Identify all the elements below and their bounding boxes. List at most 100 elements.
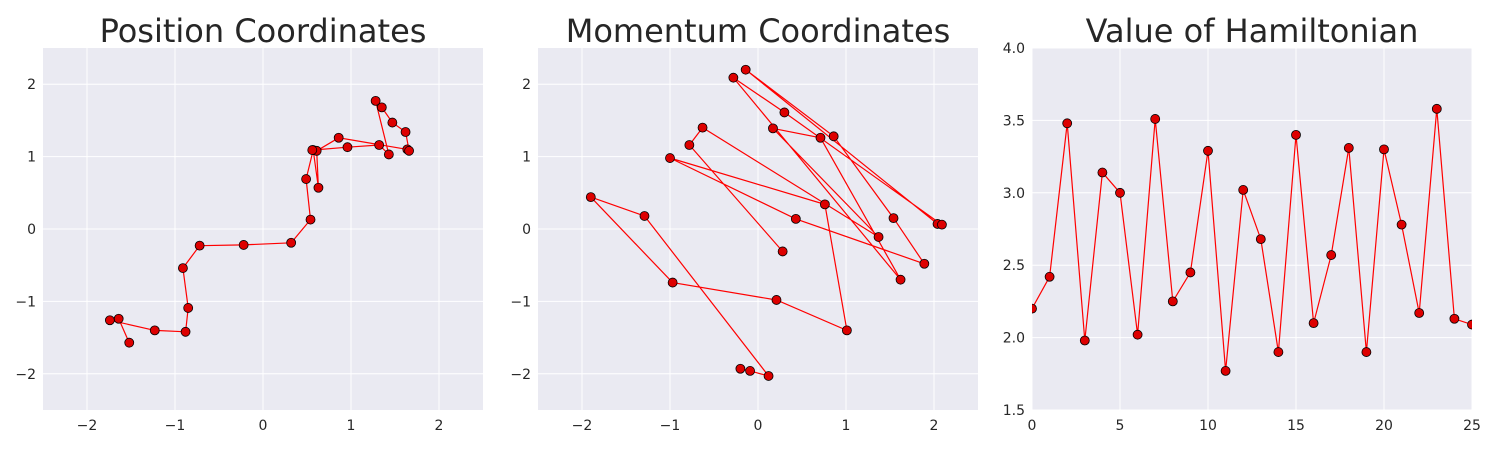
momentum-ytick-label: 0 xyxy=(522,222,531,238)
hamiltonian-data-point xyxy=(1273,347,1284,357)
subplot-position: Position Coordinates −2 −1 0 1 2 −2 −1 0 1 2 xyxy=(15,12,483,434)
momentum-data-point xyxy=(735,363,746,374)
momentum-data-point xyxy=(888,213,899,224)
position-ytick-label: −2 xyxy=(15,367,36,383)
position-data-point xyxy=(383,149,394,160)
position-xtick-label: −1 xyxy=(165,418,186,434)
momentum-ytick-label: 1 xyxy=(522,150,531,166)
momentum-series xyxy=(585,64,947,381)
chart-title-hamiltonian: Value of Hamiltonian xyxy=(1086,12,1419,50)
hamiltonian-data-point xyxy=(1220,366,1231,376)
momentum-data-point xyxy=(740,64,751,75)
momentum-xtick-label: 0 xyxy=(754,418,763,434)
hamiltonian-data-point xyxy=(1115,187,1125,198)
momentum-data-point xyxy=(919,258,930,269)
position-ytick-label: 1 xyxy=(27,150,36,166)
position-data-point xyxy=(180,326,191,337)
position-data-point xyxy=(370,95,381,106)
hamiltonian-ytick-label: 1.5 xyxy=(1003,403,1025,419)
momentum-data-point xyxy=(697,122,708,133)
position-data-point xyxy=(305,214,316,225)
position-data-point xyxy=(404,145,414,156)
hamiltonian-data-point xyxy=(1150,114,1161,124)
momentum-data-point xyxy=(665,153,675,163)
hamiltonian-data-point xyxy=(1132,329,1143,340)
hamiltonian-series xyxy=(1032,103,1472,376)
position-data-point xyxy=(400,127,411,137)
position-data-point xyxy=(342,142,353,153)
hamiltonian-data-point xyxy=(1326,250,1337,260)
position-data-point xyxy=(183,303,194,313)
hamiltonian-data-point xyxy=(1097,167,1108,178)
momentum-data-point xyxy=(639,211,650,221)
hamiltonian-data-point xyxy=(1203,145,1213,156)
hamiltonian-data-point xyxy=(1079,335,1090,346)
hamiltonian-data-point xyxy=(1062,118,1073,129)
chart-title-momentum: Momentum Coordinates xyxy=(566,12,951,50)
momentum-ytick-label: 2 xyxy=(522,77,531,93)
position-data-point xyxy=(313,182,324,193)
plot-area-hamiltonian: 0 5 10 15 20 25 1.5 2.0 2.5 3.0 3.5 4.0 xyxy=(1003,41,1481,434)
momentum-data-point xyxy=(779,107,790,118)
position-data-point xyxy=(149,325,160,336)
hamiltonian-data-point xyxy=(1291,129,1301,140)
momentum-data-point xyxy=(841,325,852,336)
hamiltonian-data-point xyxy=(1379,144,1389,155)
momentum-data-point xyxy=(684,140,695,150)
hamiltonian-data-point xyxy=(1414,308,1425,318)
hamiltonian-xtick-label: 5 xyxy=(1116,418,1125,434)
momentum-xtick-label: 2 xyxy=(930,418,939,434)
hamiltonian-ytick-label: 3.0 xyxy=(1003,186,1025,202)
hamiltonian-plot-background xyxy=(1032,48,1472,410)
hamiltonian-data-point xyxy=(1449,313,1460,324)
hamiltonian-data-point xyxy=(1308,318,1319,329)
position-ytick-label: 2 xyxy=(27,77,36,93)
chart-title-position: Position Coordinates xyxy=(100,12,427,50)
position-xtick-label: 1 xyxy=(347,418,356,434)
position-data-point xyxy=(301,174,312,184)
hamiltonian-data-point xyxy=(1467,319,1472,330)
momentum-data-point xyxy=(745,366,755,376)
hamiltonian-data-point xyxy=(1255,234,1266,245)
hamiltonian-xtick-label: 25 xyxy=(1463,418,1481,434)
position-data-point xyxy=(376,102,387,113)
position-data-point xyxy=(238,240,249,250)
hamiltonian-ytick-label: 2.0 xyxy=(1003,331,1025,347)
position-data-point xyxy=(104,315,115,326)
momentum-data-point xyxy=(763,371,774,381)
hamiltonian-ytick-label: 4.0 xyxy=(1003,41,1025,57)
plot-area-momentum: −2 −1 0 1 2 −2 −1 0 1 2 xyxy=(510,48,978,434)
momentum-data-point xyxy=(819,199,830,210)
subplot-hamiltonian: Value of Hamiltonian 0 5 10 15 20 25 1.5 2.0 2.5… xyxy=(1003,12,1481,434)
position-data-point xyxy=(307,145,318,155)
momentum-data-point xyxy=(937,219,947,230)
hamiltonian-data-point xyxy=(1032,303,1037,314)
momentum-data-point xyxy=(815,132,826,143)
hamiltonian-xtick-label: 20 xyxy=(1375,418,1393,434)
momentum-data-point xyxy=(895,274,906,285)
momentum-data-point xyxy=(585,192,596,203)
momentum-data-point xyxy=(728,72,739,83)
position-data-point xyxy=(113,313,124,324)
momentum-ytick-label: −2 xyxy=(510,367,531,383)
hamiltonian-data-point xyxy=(1167,296,1178,307)
momentum-xtick-label: −1 xyxy=(660,418,681,434)
hamiltonian-xtick-label: 10 xyxy=(1199,418,1217,434)
hamiltonian-data-point xyxy=(1044,271,1055,282)
hamiltonian-data-point xyxy=(1185,267,1196,278)
position-data-point xyxy=(374,140,385,150)
momentum-ytick-label: −1 xyxy=(510,294,531,310)
momentum-series-line xyxy=(590,69,943,378)
momentum-data-point xyxy=(771,295,782,305)
position-ytick-label: 0 xyxy=(27,222,36,238)
hamiltonian-data-point xyxy=(1343,143,1354,153)
position-xtick-label: 0 xyxy=(259,418,268,434)
plot-area-position: −2 −1 0 1 2 −2 −1 0 1 2 xyxy=(15,48,483,434)
position-ytick-label: −1 xyxy=(15,294,36,310)
momentum-data-point xyxy=(828,131,839,142)
momentum-xtick-label: −2 xyxy=(572,418,593,434)
hamiltonian-data-point xyxy=(1361,347,1372,357)
hamiltonian-data-point xyxy=(1238,185,1249,195)
momentum-data-point xyxy=(777,246,788,257)
